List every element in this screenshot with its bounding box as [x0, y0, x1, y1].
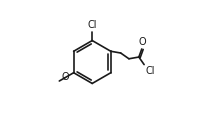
Text: O: O — [62, 72, 70, 82]
Text: Cl: Cl — [88, 19, 97, 30]
Text: Cl: Cl — [145, 66, 155, 76]
Text: O: O — [138, 37, 146, 47]
